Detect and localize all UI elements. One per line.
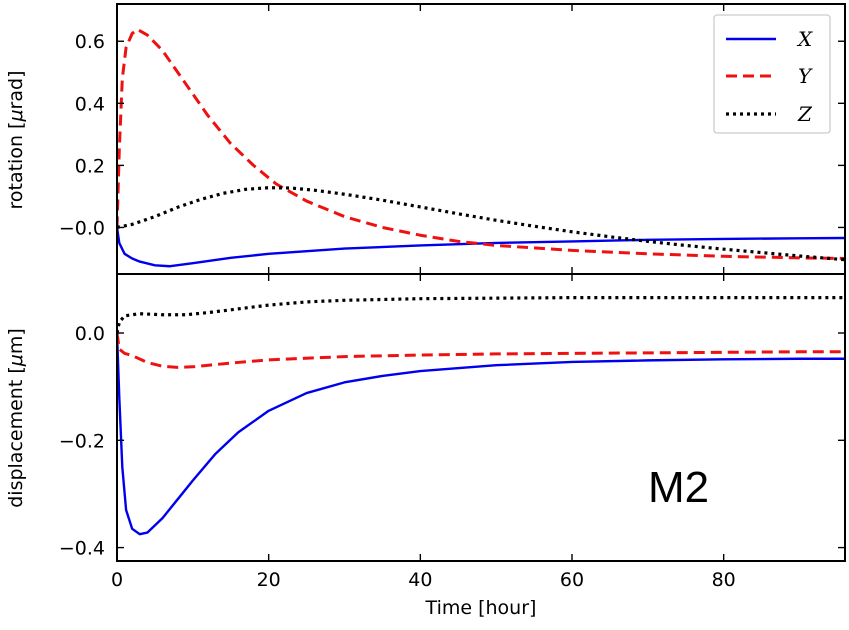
- rotation-y-tick-label: 0.4: [75, 93, 105, 115]
- displacement-axes-frame: [116, 273, 846, 562]
- displacement-y-axis-label: displacement [μm]: [5, 328, 27, 508]
- legend-box: [713, 14, 831, 134]
- rotation-y-label-mu: μ: [5, 109, 27, 122]
- rotation-y-ticks: −0.0 0.2 0.4 0.6: [59, 31, 845, 239]
- x-tick-label: 40: [408, 569, 432, 591]
- displacement-series-y: [117, 332, 845, 369]
- displacement-series-x: [117, 332, 845, 536]
- displacement-y-tick-label: −0.2: [59, 430, 105, 452]
- panel-annotation: M2: [648, 463, 709, 512]
- rotation-y-tick-label: −0.0: [59, 217, 105, 239]
- displacement-x-ticks: 0 20 40 60 80: [111, 274, 736, 591]
- displacement-y-ticks: −0.4 −0.2 0.0: [59, 323, 845, 560]
- x-tick-label: 20: [257, 569, 281, 591]
- legend-label-y: Y: [798, 64, 813, 88]
- x-tick-label: 80: [712, 569, 736, 591]
- displacement-y-label-unit: m: [5, 336, 27, 355]
- rotation-series-y: [117, 27, 845, 260]
- legend: X Y Z: [713, 14, 831, 134]
- x-tick-label: 60: [560, 569, 584, 591]
- displacement-series-group: [117, 296, 845, 536]
- x-tick-label: 0: [111, 569, 123, 591]
- x-axis-label: Time [hour]: [425, 597, 537, 619]
- displacement-series-z: [117, 296, 845, 334]
- displacement-y-label-mu: μ: [5, 354, 27, 367]
- rotation-y-tick-label: 0.2: [75, 155, 105, 177]
- legend-label-z: Z: [797, 102, 813, 126]
- rotation-y-label-prefix: rotation [: [5, 122, 27, 210]
- displacement-y-tick-label: 0.0: [75, 323, 105, 345]
- rotation-panel: −0.0 0.2 0.4 0.6 rotation [μrad] X Y Z: [5, 3, 846, 275]
- rotation-y-tick-label: 0.6: [75, 31, 105, 53]
- displacement-y-label-suffix: ]: [5, 328, 27, 335]
- rotation-series-z: [117, 186, 845, 262]
- rotation-y-label-unit: rad: [5, 78, 27, 110]
- rotation-series-group: [117, 27, 845, 268]
- displacement-panel: −0.4−0.20.0 0 20 40 60 80 displacement [μm] …: [5, 273, 846, 619]
- rotation-y-label-suffix: ]: [5, 71, 27, 78]
- legend-label-x: X: [796, 27, 813, 51]
- displacement-y-tick-label: −0.4: [59, 538, 105, 560]
- displacement-y-label-prefix: displacement [: [5, 366, 27, 508]
- rotation-x-ticks: [116, 4, 725, 274]
- rotation-series-x: [117, 227, 845, 268]
- rotation-y-axis-label: rotation [μrad]: [5, 71, 27, 210]
